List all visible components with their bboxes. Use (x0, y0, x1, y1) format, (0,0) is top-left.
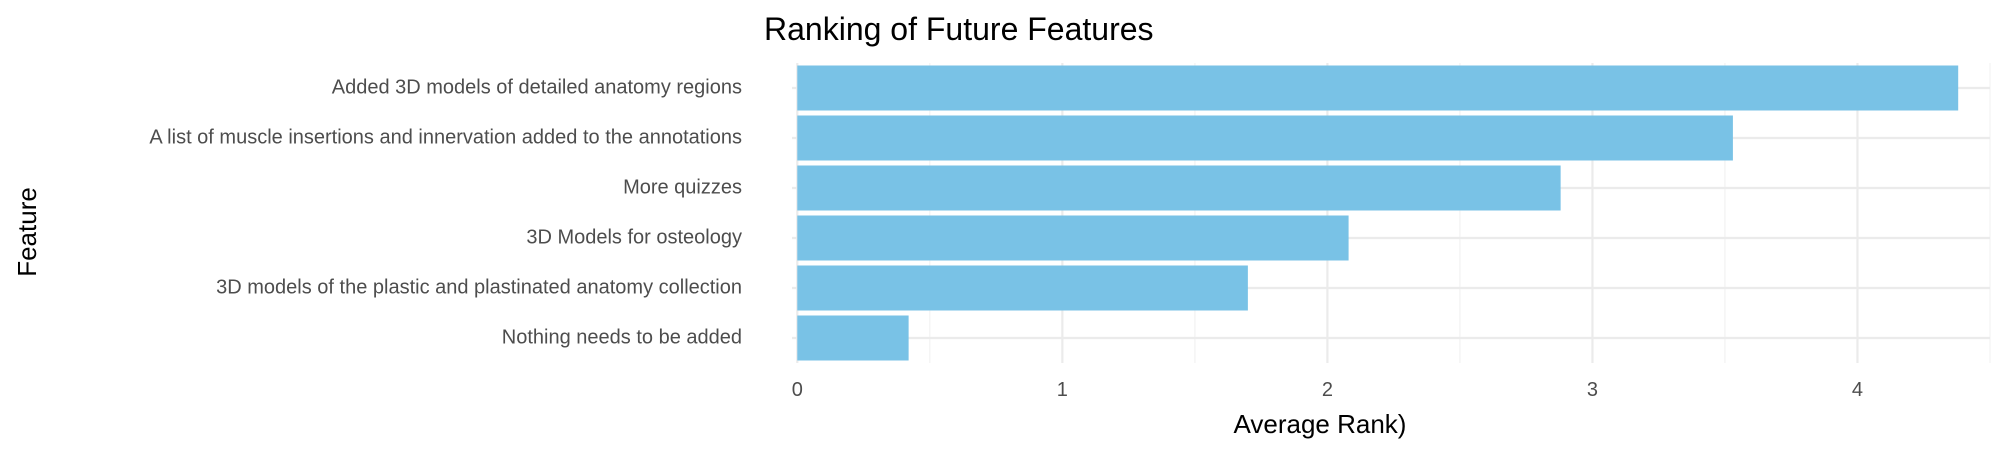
bar (797, 165, 1561, 211)
y-tick-labels: Added 3D models of detailed anatomy regi… (149, 76, 742, 348)
y-tick-label: 3D models of the plastic and plastinated… (216, 276, 742, 298)
x-tick-labels: 0 1 2 3 4 (792, 379, 1863, 401)
bar (797, 115, 1733, 161)
x-tick-label: 3 (1587, 379, 1598, 401)
y-tick-label: Nothing needs to be added (502, 326, 742, 348)
x-tick-label: 1 (1057, 379, 1068, 401)
bar (797, 215, 1349, 261)
y-tick-label: 3D Models for osteology (526, 226, 742, 248)
chart-title: Ranking of Future Features (764, 11, 1154, 47)
x-axis-title: Average Rank) (1234, 409, 1407, 439)
bar (797, 65, 1959, 111)
y-axis-title: Feature (12, 187, 42, 277)
y-tick-label: A list of muscle insertions and innervat… (149, 126, 742, 148)
bar (797, 315, 909, 361)
bar (797, 265, 1248, 311)
y-tick-label: Added 3D models of detailed anatomy regi… (332, 76, 742, 98)
y-tick-label: More quizzes (623, 176, 742, 198)
x-tick-label: 2 (1322, 379, 1333, 401)
bars (797, 65, 1959, 361)
x-tick-label: 4 (1852, 379, 1863, 401)
x-tick-label: 0 (792, 379, 803, 401)
